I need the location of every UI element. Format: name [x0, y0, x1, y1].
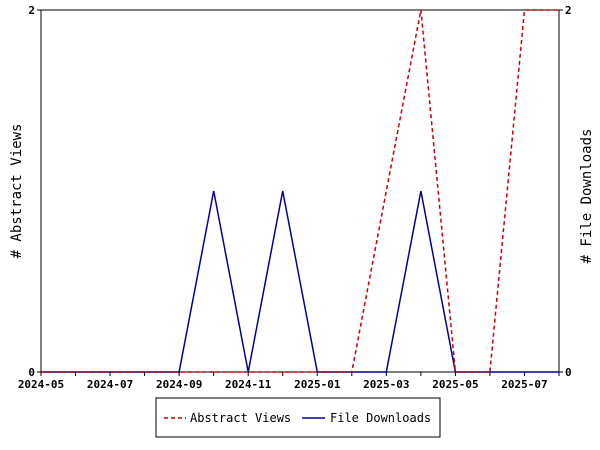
x-tick-label-2024-11: 2024-11	[225, 378, 272, 391]
x-tick-label-2025-01: 2025-01	[294, 378, 341, 391]
legend-box	[155, 397, 441, 438]
y-left-tick-label-2: 2	[28, 4, 35, 17]
x-tick-label-2025-03: 2025-03	[363, 378, 409, 391]
y-right-tick-label-0: 0	[565, 366, 572, 379]
legend-label-abstract-views: Abstract Views	[190, 411, 291, 425]
x-tick-label-2024-09: 2024-09	[156, 378, 202, 391]
y-axis-left: 02	[28, 4, 41, 379]
legend-label-file-downloads: File Downloads	[330, 411, 431, 425]
x-axis-tick-labels: 2024-05 2024-07 2024-09 2024-11 2025-01 2025-…	[18, 378, 548, 391]
x-tick-label-2025-07: 2025-07	[501, 378, 547, 391]
x-tick-label-2024-05: 2024-05	[18, 378, 64, 391]
y-left-tick-label-0: 0	[28, 366, 35, 379]
plot-area	[40, 9, 560, 373]
legend: Abstract Views File Downloads	[155, 397, 441, 438]
y-axis-right-label: # File Downloads	[579, 129, 595, 264]
x-tick-label-2025-05: 2025-05	[432, 378, 478, 391]
y-axis-right: 02	[559, 4, 572, 379]
y-axis-left-label: # Abstract Views	[9, 124, 25, 259]
y-right-tick-label-2: 2	[565, 4, 572, 17]
series-line-abstract-views	[41, 9, 559, 373]
x-tick-label-2024-07: 2024-07	[87, 378, 133, 391]
series-group	[41, 9, 559, 373]
